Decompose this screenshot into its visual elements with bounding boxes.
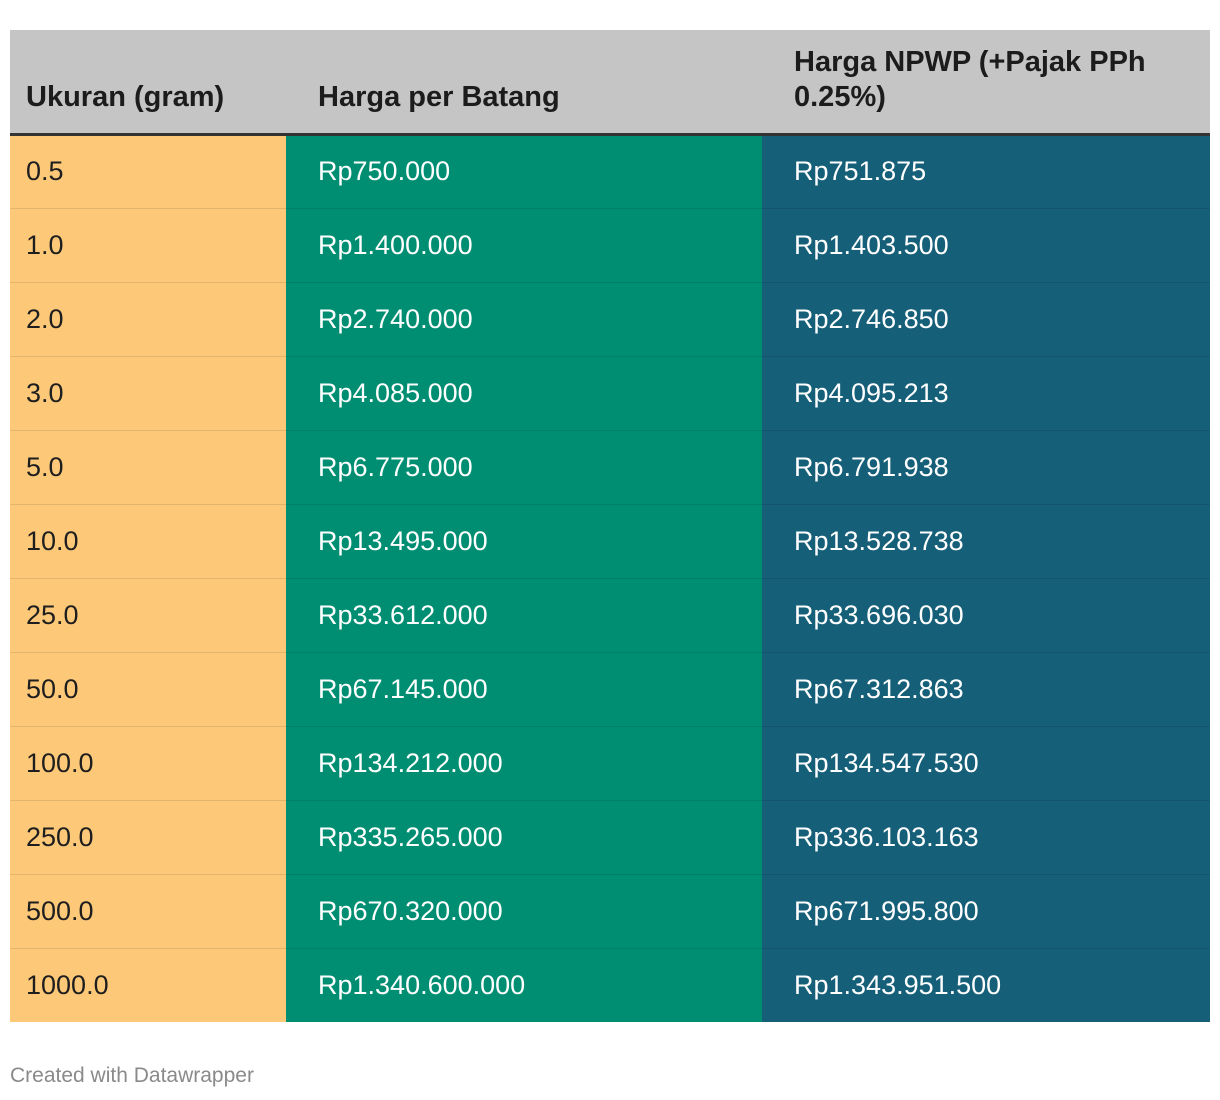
datawrapper-credit[interactable]: Created with Datawrapper bbox=[10, 1064, 254, 1087]
cell-size: 25.0 bbox=[10, 578, 286, 653]
table-body: 0.5 Rp750.000 Rp751.875 1.0 Rp1.400.000 Rp1.4… bbox=[10, 134, 1210, 1022]
cell-npwp-price: Rp33.696.030 bbox=[762, 578, 1210, 653]
cell-npwp-price: Rp4.095.213 bbox=[762, 356, 1210, 431]
table-row: 500.0 Rp670.320.000 Rp671.995.800 bbox=[10, 874, 1210, 949]
cell-price: Rp2.740.000 bbox=[286, 282, 762, 357]
cell-price: Rp1.340.600.000 bbox=[286, 948, 762, 1022]
cell-size: 3.0 bbox=[10, 356, 286, 431]
cell-npwp-price: Rp751.875 bbox=[762, 134, 1210, 209]
table-row: 3.0 Rp4.085.000 Rp4.095.213 bbox=[10, 356, 1210, 431]
column-header-size[interactable]: Ukuran (gram) bbox=[10, 30, 286, 136]
cell-npwp-price: Rp1.403.500 bbox=[762, 208, 1210, 283]
cell-npwp-price: Rp1.343.951.500 bbox=[762, 948, 1210, 1022]
header-row: Ukuran (gram) Harga per Batang Harga NPW… bbox=[10, 30, 1210, 136]
table-row: 1.0 Rp1.400.000 Rp1.403.500 bbox=[10, 208, 1210, 283]
cell-npwp-price: Rp134.547.530 bbox=[762, 726, 1210, 801]
cell-npwp-price: Rp67.312.863 bbox=[762, 652, 1210, 727]
cell-price: Rp67.145.000 bbox=[286, 652, 762, 727]
table-row: 100.0 Rp134.212.000 Rp134.547.530 bbox=[10, 726, 1210, 801]
gold-price-table: Ukuran (gram) Harga per Batang Harga NPW… bbox=[10, 30, 1210, 1022]
cell-size: 250.0 bbox=[10, 800, 286, 875]
price-table-container: Ukuran (gram) Harga per Batang Harga NPW… bbox=[10, 30, 1210, 1022]
cell-price: Rp750.000 bbox=[286, 134, 762, 209]
cell-size: 100.0 bbox=[10, 726, 286, 801]
cell-size: 500.0 bbox=[10, 874, 286, 949]
column-header-price[interactable]: Harga per Batang bbox=[286, 30, 762, 136]
cell-npwp-price: Rp336.103.163 bbox=[762, 800, 1210, 875]
cell-npwp-price: Rp6.791.938 bbox=[762, 430, 1210, 505]
cell-npwp-price: Rp2.746.850 bbox=[762, 282, 1210, 357]
cell-price: Rp335.265.000 bbox=[286, 800, 762, 875]
cell-size: 1.0 bbox=[10, 208, 286, 283]
cell-size: 5.0 bbox=[10, 430, 286, 505]
cell-price: Rp134.212.000 bbox=[286, 726, 762, 801]
cell-price: Rp13.495.000 bbox=[286, 504, 762, 579]
table-row: 50.0 Rp67.145.000 Rp67.312.863 bbox=[10, 652, 1210, 727]
column-header-npwp-price[interactable]: Harga NPWP (+Pajak PPh 0.25%) bbox=[762, 30, 1210, 136]
cell-size: 10.0 bbox=[10, 504, 286, 579]
cell-size: 0.5 bbox=[10, 134, 286, 209]
table-row: 5.0 Rp6.775.000 Rp6.791.938 bbox=[10, 430, 1210, 505]
table-header: Ukuran (gram) Harga per Batang Harga NPW… bbox=[10, 30, 1210, 136]
cell-price: Rp1.400.000 bbox=[286, 208, 762, 283]
cell-npwp-price: Rp13.528.738 bbox=[762, 504, 1210, 579]
cell-price: Rp33.612.000 bbox=[286, 578, 762, 653]
cell-npwp-price: Rp671.995.800 bbox=[762, 874, 1210, 949]
cell-price: Rp6.775.000 bbox=[286, 430, 762, 505]
table-row: 2.0 Rp2.740.000 Rp2.746.850 bbox=[10, 282, 1210, 357]
table-row: 1000.0 Rp1.340.600.000 Rp1.343.951.500 bbox=[10, 948, 1210, 1022]
table-row: 0.5 Rp750.000 Rp751.875 bbox=[10, 134, 1210, 209]
table-row: 250.0 Rp335.265.000 Rp336.103.163 bbox=[10, 800, 1210, 875]
cell-price: Rp4.085.000 bbox=[286, 356, 762, 431]
cell-size: 1000.0 bbox=[10, 948, 286, 1022]
table-row: 10.0 Rp13.495.000 Rp13.528.738 bbox=[10, 504, 1210, 579]
table-row: 25.0 Rp33.612.000 Rp33.696.030 bbox=[10, 578, 1210, 653]
cell-size: 2.0 bbox=[10, 282, 286, 357]
cell-size: 50.0 bbox=[10, 652, 286, 727]
cell-price: Rp670.320.000 bbox=[286, 874, 762, 949]
